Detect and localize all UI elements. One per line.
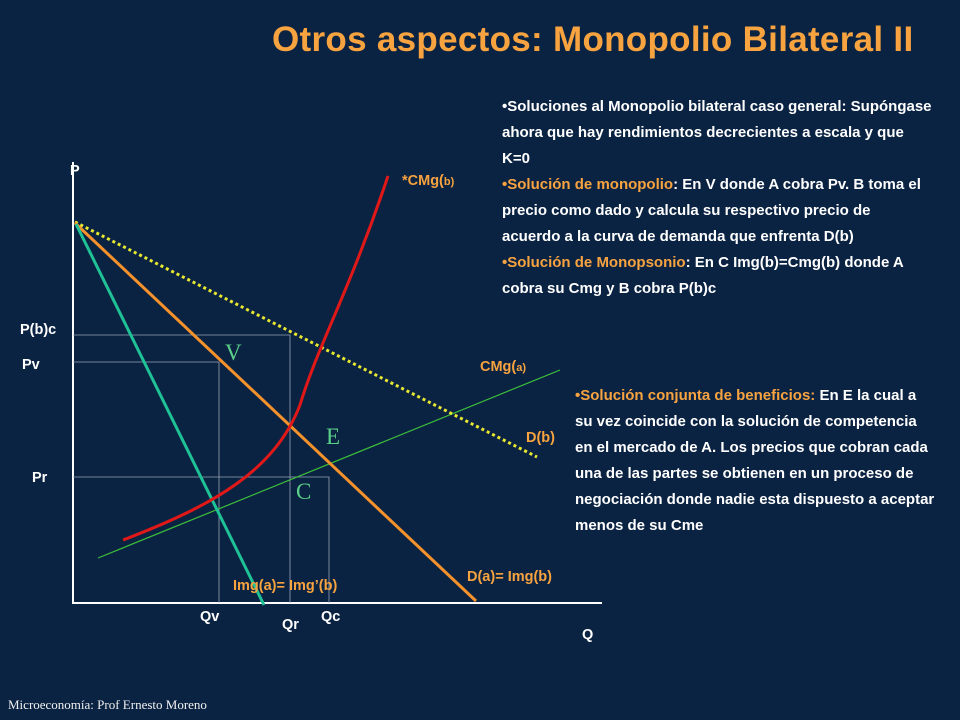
bullet-marker: • — [502, 98, 508, 115]
cmgb-label-sub: b) — [443, 176, 455, 188]
price-label-pr: Pr — [32, 470, 48, 486]
quantity-label-qc: Qc — [321, 609, 341, 625]
da-label: D(a)= Img(b) — [467, 569, 552, 585]
bullet-monopsony-text: : En C Img(b)=Cmg(b) donde A cobra su Cm… — [502, 254, 904, 297]
bullets-bottom: •Solución conjunta de beneficios: En E l… — [575, 383, 935, 539]
price-label-pbc: P(b)c — [20, 322, 57, 338]
point-label-v: V — [225, 340, 242, 365]
bullet-general-text: Soluciones al Monopolio bilateral caso g… — [502, 98, 932, 167]
bullets-top: •Soluciones al Monopolio bilateral caso … — [502, 94, 932, 302]
cmga-label: CMg(a) — [480, 359, 526, 375]
bullet-marker: • — [575, 387, 581, 404]
guide-pr-qc — [73, 476, 330, 603]
imga-curve — [74, 223, 266, 606]
guide-pbc-qr — [73, 334, 291, 603]
bullet-marker: • — [502, 176, 508, 193]
db-label: D(b) — [526, 430, 555, 446]
cmga-label-main: CMg( — [480, 359, 517, 375]
db-curve — [74, 220, 538, 459]
price-label-pv: Pv — [22, 357, 40, 373]
guide-pv-qv — [73, 361, 220, 603]
bullet-general: •Soluciones al Monopolio bilateral caso … — [502, 94, 932, 172]
bullet-monopoly-highlight: Solución de monopolio — [507, 176, 674, 193]
bullet-monopsony: •Solución de Monopsonio: En C Img(b)=Cmg… — [502, 250, 932, 302]
bullet-monopsony-highlight: Solución de Monopsonio — [507, 254, 686, 271]
da-curve — [73, 221, 478, 603]
x-axis-label: Q — [582, 627, 594, 643]
slide-title: Otros aspectos: Monopolio Bilateral II — [272, 20, 914, 59]
cmga-label-sub: a) — [516, 362, 527, 374]
point-label-e: E — [326, 424, 341, 449]
imga-label: Img(a)= Img’(b) — [233, 578, 338, 594]
footer-credit: Microeconomía: Prof Ernesto Moreno — [8, 697, 207, 712]
quantity-label-qr: Qr — [282, 617, 299, 633]
point-label-c: C — [296, 479, 312, 504]
cmgb-curve — [122, 175, 390, 542]
quantity-label-qv: Qv — [200, 609, 220, 625]
bullet-joint-text: En E la cual a su vez coincide con la so… — [575, 387, 935, 534]
bullet-monopoly: •Solución de monopolio: En V donde A cob… — [502, 172, 932, 250]
cmgb-label-main: *CMg( — [402, 173, 444, 189]
bullet-joint-highlight: Solución conjunta de beneficios: — [580, 387, 816, 404]
cmgb-label: *CMg(b) — [402, 173, 454, 189]
bullet-joint: •Solución conjunta de beneficios: En E l… — [575, 383, 935, 539]
y-axis-label: P — [70, 163, 80, 179]
bullet-marker: • — [502, 254, 508, 271]
bullet-monopoly-text: : En V donde A cobra Pv. B toma el preci… — [502, 176, 921, 245]
